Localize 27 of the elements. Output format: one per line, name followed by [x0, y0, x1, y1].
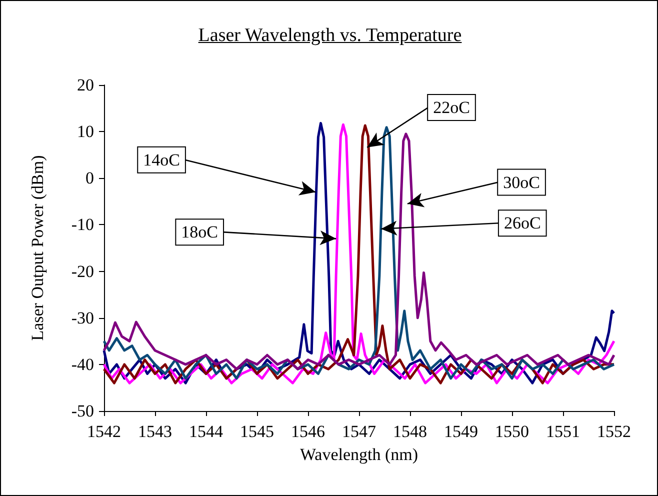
x-tick-label: 1547 — [342, 422, 376, 441]
x-tick-label: 1550 — [495, 422, 529, 441]
y-tick-label: -30 — [71, 308, 94, 328]
x-tick-label: 1542 — [87, 422, 121, 441]
y-tick-label: -20 — [71, 262, 94, 281]
x-axis-title: Wavelength (nm) — [300, 445, 418, 464]
x-tick-label: 1544 — [189, 422, 224, 441]
x-tick-label: 1549 — [444, 422, 478, 441]
y-axis-title: Laser Output Power (dBm) — [28, 155, 47, 341]
y-tick-label: 10 — [77, 122, 94, 142]
x-tick-label: 1552 — [597, 422, 631, 441]
y-tick-label: 20 — [77, 76, 94, 94]
annotation: 26oC — [504, 214, 541, 233]
annotation: 22oC — [433, 98, 470, 118]
annotation: 18oC — [181, 222, 218, 242]
y-tick-label: -40 — [71, 354, 94, 374]
annotation: 14oC — [143, 150, 180, 170]
x-tick-label: 1546 — [291, 422, 325, 441]
x-tick-label: 1543 — [138, 422, 172, 441]
x-tick-label: 1545 — [240, 422, 274, 441]
y-tick-label: -50 — [71, 402, 94, 420]
x-tick-label: 1548 — [393, 422, 427, 441]
y-tick-label: 0 — [86, 168, 94, 188]
x-tick-label: 1551 — [546, 422, 580, 441]
annotation: 30oC — [503, 172, 540, 192]
y-tick-label: -10 — [71, 215, 94, 234]
chart-title: Laser Wavelength vs. Temperature — [197, 25, 463, 47]
